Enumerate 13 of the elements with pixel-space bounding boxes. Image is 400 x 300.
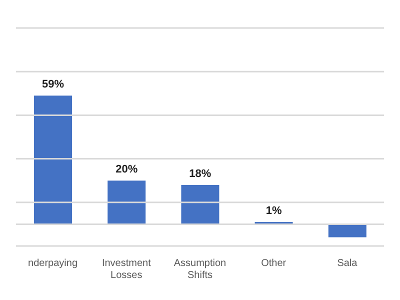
x-tick-label: Other (261, 258, 287, 269)
bar (34, 96, 72, 224)
x-tick-label: Assumption Shifts (174, 258, 226, 281)
data-label: 20% (116, 164, 138, 176)
data-label: 18% (189, 168, 212, 180)
x-tick-label: Sala (337, 258, 358, 269)
x-tick-label: nderpaying (28, 258, 78, 269)
bar (181, 184, 220, 224)
x-tick-label: Investment Losses (102, 258, 152, 281)
data-label: 1% (266, 205, 282, 218)
bar (328, 224, 366, 238)
bar (108, 180, 146, 224)
data-label: 59% (42, 78, 64, 91)
